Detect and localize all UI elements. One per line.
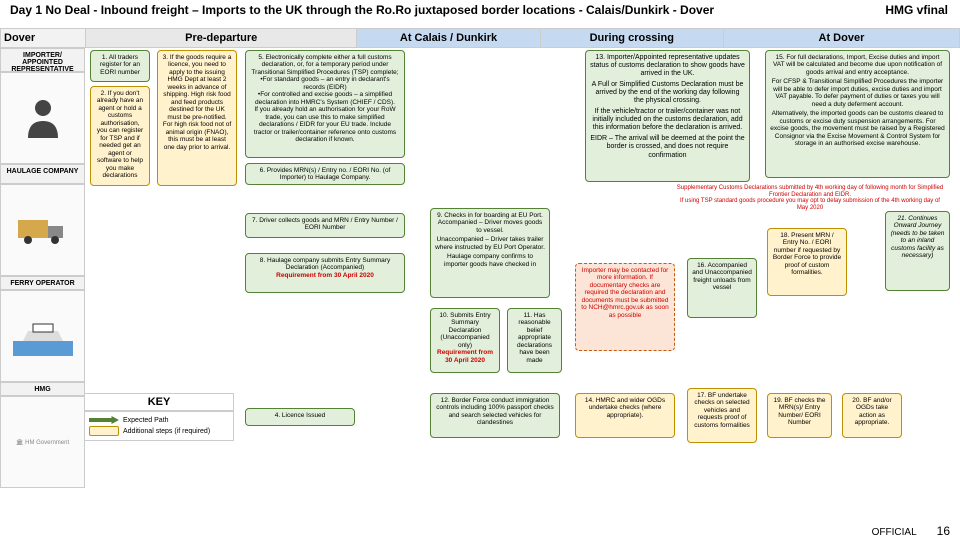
box-17: 17. BF undertake checks on selected vehi… xyxy=(687,388,757,443)
version-label: HMG vfinal xyxy=(885,3,948,17)
box-3: 3. If the goods require a licence, you n… xyxy=(157,50,237,186)
haulage-icon xyxy=(0,184,85,276)
box-1: 1. All traders register for an EORI numb… xyxy=(90,50,150,82)
box-19: 19. BF checks the MRN(s)/ Entry Number/ … xyxy=(767,393,832,438)
supplementary-text: Supplementary Customs Declarations submi… xyxy=(675,185,945,211)
role-ferry: FERRY OPERATOR xyxy=(0,276,85,290)
official-label: OFFICIAL xyxy=(872,527,917,538)
box-21: 21. Continues Onward Journey (needs to b… xyxy=(885,211,950,291)
box-20: 20. BF and/or OGDs take action as approp… xyxy=(842,393,902,438)
box-15: 15. For full declarations, Import, Excis… xyxy=(765,50,950,178)
key-title: KEY xyxy=(84,393,234,411)
box-9: 9. Checks in for boarding at EU Port. Ac… xyxy=(430,208,550,298)
box-12: 12. Border Force conduct immigration con… xyxy=(430,393,560,438)
box-4: 4. Licence Issued xyxy=(245,408,355,426)
warning-box: Importer may be contacted for more infor… xyxy=(575,263,675,351)
box-16: 16. Accompanied and Unaccompanied freigh… xyxy=(687,258,757,318)
page-title: Day 1 No Deal - Inbound freight – Import… xyxy=(10,3,790,17)
box-11: 11. Has reasonable belief appropriate de… xyxy=(507,308,562,373)
box-14: 14. HMRC and wider OGDs undertake checks… xyxy=(575,393,675,438)
section-dover: At Dover xyxy=(724,29,959,47)
role-haulage: HAULAGE COMPANY xyxy=(0,164,85,184)
box-6: 6. Provides MRN(s) / Entry no. / EORI No… xyxy=(245,163,405,185)
key-expected: Expected Path xyxy=(89,416,229,424)
hmg-icon: 🏛 HM Government xyxy=(0,396,85,488)
role-hmg: HMG xyxy=(0,382,85,396)
role-importer: IMPORTER/ APPOINTED REPRESENTATIVE xyxy=(0,48,85,72)
key-additional: Additional steps (if required) xyxy=(89,426,229,436)
ferry-icon xyxy=(0,290,85,382)
box-8: 8. Haulage company submits Entry Summary… xyxy=(245,253,405,293)
box-2: 2. If you don't already have an agent or… xyxy=(90,86,150,186)
section-pre: Pre-departure xyxy=(86,29,357,47)
box-10: 10. Submits Entry Summary Declaration (U… xyxy=(430,308,500,373)
box-7: 7. Driver collects goods and MRN / Entry… xyxy=(245,213,405,238)
section-calais: At Calais / Dunkirk xyxy=(357,29,540,47)
box-13: 13. Importer/Appointed representative up… xyxy=(585,50,750,182)
page-number: 16 xyxy=(937,524,950,538)
section-during: During crossing xyxy=(541,29,724,47)
box-18: 18. Present MRN / Entry No. / EORI numbe… xyxy=(767,228,847,296)
box-5: 5. Electronically complete either a full… xyxy=(245,50,405,158)
importer-icon xyxy=(0,72,85,164)
